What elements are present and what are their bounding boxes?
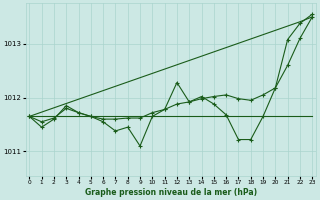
X-axis label: Graphe pression niveau de la mer (hPa): Graphe pression niveau de la mer (hPa) xyxy=(85,188,257,197)
